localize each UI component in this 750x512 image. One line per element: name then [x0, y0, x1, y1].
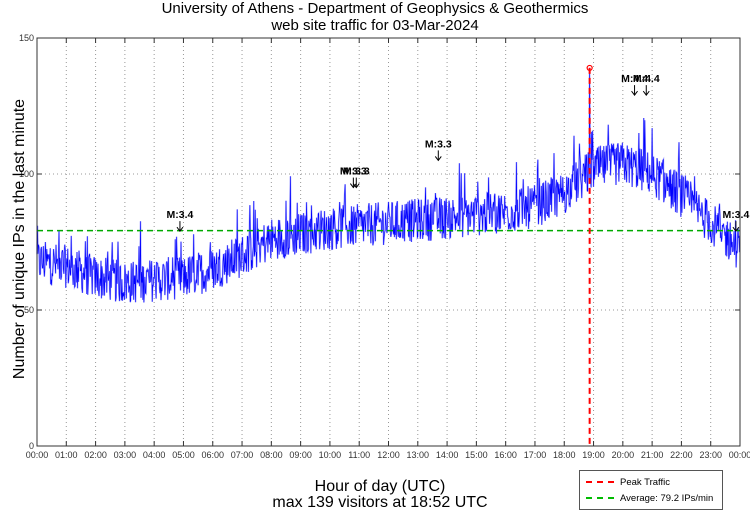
earthquake-annotation-label: M:3.4	[167, 209, 194, 221]
x-tick-label: 08:00	[260, 450, 283, 460]
earthquake-annotation-label: M:3.4	[722, 209, 749, 221]
x-tick-label: 10:00	[319, 450, 342, 460]
x-tick-label: 06:00	[201, 450, 224, 460]
x-tick-label: 00:00	[729, 450, 750, 460]
x-tick-label: 04:00	[143, 450, 166, 460]
x-tick-label: 18:00	[553, 450, 576, 460]
x-tick-label: 19:00	[582, 450, 605, 460]
y-tick-label: 50	[24, 305, 34, 315]
x-tick-label: 14:00	[436, 450, 459, 460]
x-tick-label: 11:00	[348, 450, 370, 460]
earthquake-annotation-label: M:4.4	[621, 73, 648, 85]
earthquake-arrow-head	[176, 226, 184, 232]
x-tick-label: 20:00	[612, 450, 635, 460]
earthquake-annotation-label: M:3.3	[425, 138, 452, 150]
legend-average-swatch	[586, 497, 614, 499]
y-tick-label: 100	[19, 169, 34, 179]
x-tick-label: 17:00	[524, 450, 547, 460]
chart-subtitle: web site traffic for 03-Mar-2024	[271, 17, 479, 34]
x-tick-label: 21:00	[641, 450, 664, 460]
x-tick-label: 12:00	[377, 450, 400, 460]
x-tick-label: 15:00	[465, 450, 488, 460]
x-tick-label: 00:00	[26, 450, 49, 460]
legend: Peak Traffic Average: 79.2 IPs/min	[579, 470, 723, 510]
earthquake-arrow-head	[349, 183, 357, 189]
x-tick-label: 13:00	[407, 450, 430, 460]
series-line	[36, 67, 740, 303]
y-tick-label: 150	[19, 33, 34, 43]
x-tick-label: 22:00	[670, 450, 693, 460]
earthquake-arrow-head	[352, 183, 360, 189]
max-visitors-label: max 139 visitors at 18:52 UTC	[272, 494, 488, 511]
x-tick-label: 23:00	[699, 450, 722, 460]
x-tick-label: 09:00	[289, 450, 312, 460]
x-tick-label: 07:00	[231, 450, 254, 460]
legend-average-label: Average: 79.2 IPs/min	[620, 492, 714, 504]
legend-peak-swatch	[586, 481, 614, 483]
legend-item-peak: Peak Traffic	[586, 475, 670, 489]
x-tick-label: 02:00	[84, 450, 107, 460]
earthquake-arrow-head	[732, 226, 740, 232]
x-tick-label: 05:00	[172, 450, 195, 460]
plot-frame	[36, 37, 741, 447]
chart-title: University of Athens - Department of Geo…	[161, 0, 589, 17]
x-axis-label: Hour of day (UTC)	[314, 478, 446, 495]
peak-marker	[586, 64, 593, 72]
earthquake-arrow-head	[434, 156, 442, 162]
earthquake-arrow-head	[642, 90, 650, 96]
earthquake-annotation-label: M:3.3	[343, 166, 370, 178]
earthquake-annotation-label: M:3.3	[340, 166, 367, 178]
earthquake-annotation-label: M:4.4	[633, 73, 660, 85]
x-tick-label: 03:00	[114, 450, 137, 460]
x-tick-label: 01:00	[55, 450, 78, 460]
x-tick-label: 16:00	[494, 450, 517, 460]
y-axis-label: Number of unique IPs in the last minute	[11, 98, 28, 380]
legend-peak-label: Peak Traffic	[620, 476, 670, 488]
legend-item-average: Average: 79.2 IPs/min	[586, 491, 713, 505]
y-tick-label: 0	[29, 441, 34, 451]
earthquake-arrow-head	[631, 90, 638, 96]
